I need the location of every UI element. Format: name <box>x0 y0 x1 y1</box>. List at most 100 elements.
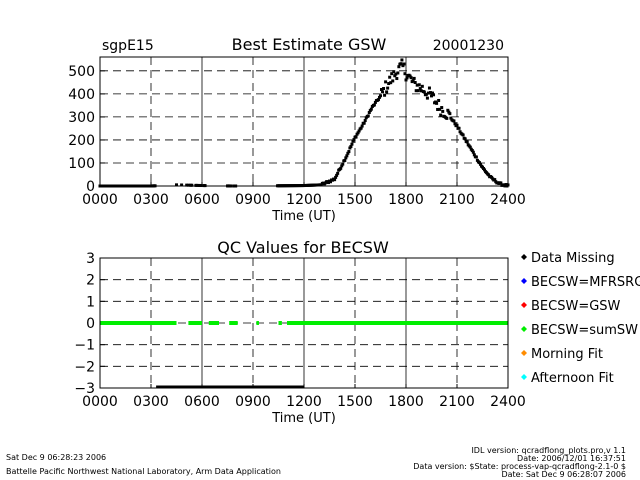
x-tick-label: 1500 <box>337 394 373 410</box>
data-point <box>346 151 350 155</box>
legend-label: Afternoon Fit <box>531 371 614 386</box>
data-point <box>396 71 400 75</box>
data-point <box>390 72 394 76</box>
legend-marker <box>521 278 527 284</box>
data-point <box>472 153 476 157</box>
y-tick-label: 100 <box>68 156 95 172</box>
y-tick-label: 2 <box>86 273 95 289</box>
footer-idl-version: IDL version: qcradflong_plots.pro,v 1.1 <box>471 446 626 455</box>
data-point <box>441 109 445 113</box>
data-point <box>345 154 349 158</box>
data-point <box>411 79 415 83</box>
data-point <box>329 180 333 184</box>
data-point <box>431 91 435 95</box>
legend-label: BECSW=MFRSRG <box>531 275 640 290</box>
data-point <box>468 145 472 149</box>
top-x-tick-labels: 0000 0300 0600 0900 1200 1500 1800 2100 2400 <box>82 192 526 208</box>
data-point <box>457 126 461 130</box>
data-point <box>394 72 398 76</box>
top-plot-frame <box>99 56 509 187</box>
y-tick-label: 0 <box>86 316 95 332</box>
data-point <box>471 150 475 154</box>
data-point <box>415 83 419 87</box>
data-point <box>430 94 433 98</box>
data-point <box>470 149 474 153</box>
data-point <box>419 89 423 93</box>
data-point <box>437 98 441 102</box>
data-point <box>185 183 189 187</box>
data-point <box>343 158 347 162</box>
data-point <box>463 137 467 141</box>
data-point <box>425 96 429 100</box>
data-point <box>446 108 450 112</box>
data-point <box>372 103 376 107</box>
data-point <box>369 107 373 111</box>
data-point <box>385 90 389 94</box>
bottom-x-tick-labels: 0000 0300 0600 0900 1200 1500 1800 2100 2400 <box>82 394 526 410</box>
data-point <box>428 91 432 95</box>
x-tick-label: 2100 <box>439 192 475 208</box>
data-point <box>455 123 459 127</box>
data-point <box>326 181 330 185</box>
x-tick-label: 0000 <box>82 394 118 410</box>
data-point <box>336 171 340 175</box>
y-tick-label: 400 <box>68 87 95 103</box>
data-point <box>389 81 393 85</box>
x-axis-label: Time (UT) <box>271 209 336 224</box>
data-point <box>362 121 366 125</box>
data-point <box>333 178 337 182</box>
data-point <box>435 101 439 105</box>
data-point <box>384 80 388 84</box>
y-tick-label: 500 <box>68 64 95 80</box>
data-point <box>420 84 424 88</box>
data-point <box>359 126 363 130</box>
data-point <box>357 129 361 133</box>
data-point <box>409 76 413 80</box>
data-point <box>439 113 443 117</box>
data-point <box>445 116 449 120</box>
data-point <box>367 111 371 115</box>
y-tick-label: −2 <box>74 359 95 375</box>
bottom-plot-frame <box>99 257 509 389</box>
data-point <box>335 173 339 177</box>
data-point <box>352 138 356 142</box>
y-tick-label: 0 <box>86 179 95 195</box>
data-point <box>427 86 431 90</box>
data-point <box>380 87 384 91</box>
data-point <box>349 145 353 149</box>
y-tick-label: −3 <box>74 381 95 397</box>
data-point <box>376 98 380 102</box>
data-point <box>180 183 184 187</box>
data-point <box>392 70 396 74</box>
data-point <box>356 131 360 135</box>
x-tick-label: 1200 <box>286 192 322 208</box>
data-point <box>452 119 456 123</box>
data-point <box>381 90 385 94</box>
data-point <box>373 100 377 104</box>
data-point <box>478 162 482 166</box>
data-point <box>493 178 497 182</box>
site-label: sgpE15 <box>102 38 154 54</box>
x-tick-label: 1500 <box>337 192 373 208</box>
data-point <box>404 78 408 82</box>
x-tick-label: 0900 <box>235 192 271 208</box>
data-point <box>382 87 386 91</box>
legend-marker <box>521 302 527 308</box>
y-tick-label: 3 <box>86 251 95 267</box>
chart-title: Best Estimate GSW <box>232 35 387 54</box>
y-tick-label: 1 <box>86 294 95 310</box>
data-point <box>339 166 343 170</box>
data-point <box>417 83 421 87</box>
data-point <box>432 93 436 97</box>
data-point <box>403 72 407 76</box>
data-point <box>350 142 354 146</box>
data-point <box>388 75 392 79</box>
data-point <box>363 119 367 123</box>
data-point <box>465 140 469 144</box>
bottom-data-points <box>100 321 508 388</box>
data-point <box>386 86 390 90</box>
data-point <box>341 162 345 166</box>
data-point <box>448 112 452 116</box>
